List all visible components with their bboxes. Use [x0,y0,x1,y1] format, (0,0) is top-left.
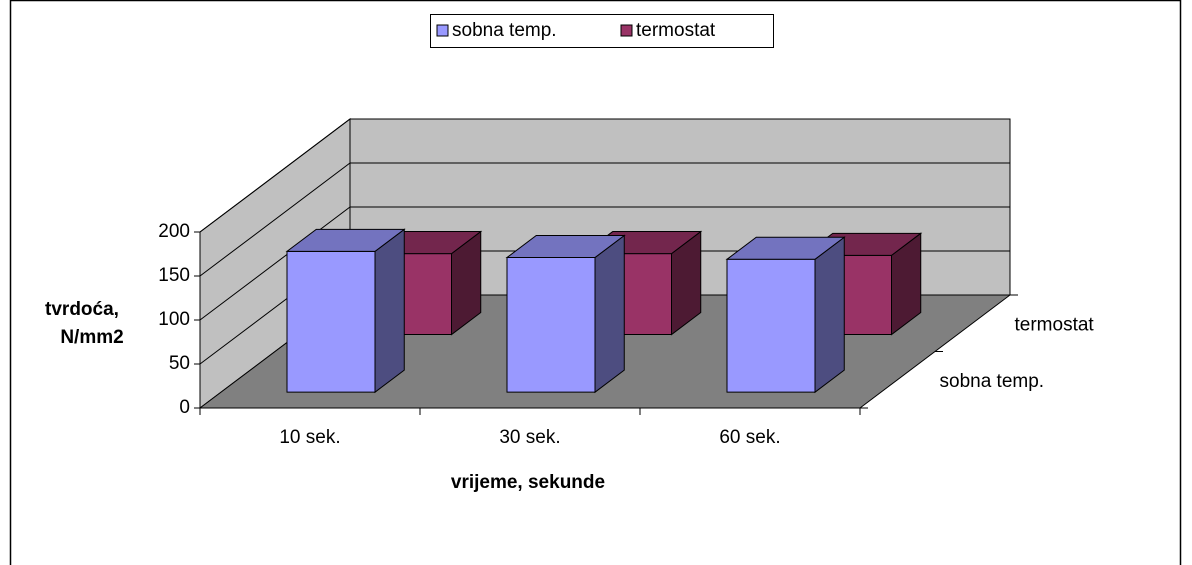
depth-label: sobna temp. [940,371,1045,392]
bar-front [286,250,376,393]
x-tick-label: 60 sek. [719,427,780,448]
y-tick-label: 100 [158,309,190,330]
grid-line [199,206,1010,321]
x-tick-label: 10 sek. [279,427,340,448]
depth-label: termostat [1015,314,1095,335]
bar-front [726,258,816,393]
grid-line [199,118,1010,233]
y-tick-label: 200 [158,221,190,242]
legend-swatch [620,24,633,37]
y-axis-title: N/mm2 [60,327,123,348]
legend [430,14,774,48]
x-tick-label: 30 sek. [499,427,560,448]
bar-top [285,228,406,252]
legend-label: sobna temp. [452,20,557,41]
y-tick-label: 50 [169,353,190,374]
bar-side [814,236,845,394]
y-tick-label: 0 [179,397,190,418]
legend-label: termostat [636,20,716,41]
bar-front [506,257,596,393]
grid-line [199,162,1010,277]
bar-top [725,236,846,260]
y-tick-label: 150 [158,265,190,286]
bar-side [594,234,625,394]
y-axis-title: tvrdoća, [45,299,119,320]
x-axis-title: vrijeme, sekunde [451,472,605,493]
legend-swatch [436,24,449,37]
bar-side [374,228,405,394]
bar-top [505,235,626,259]
